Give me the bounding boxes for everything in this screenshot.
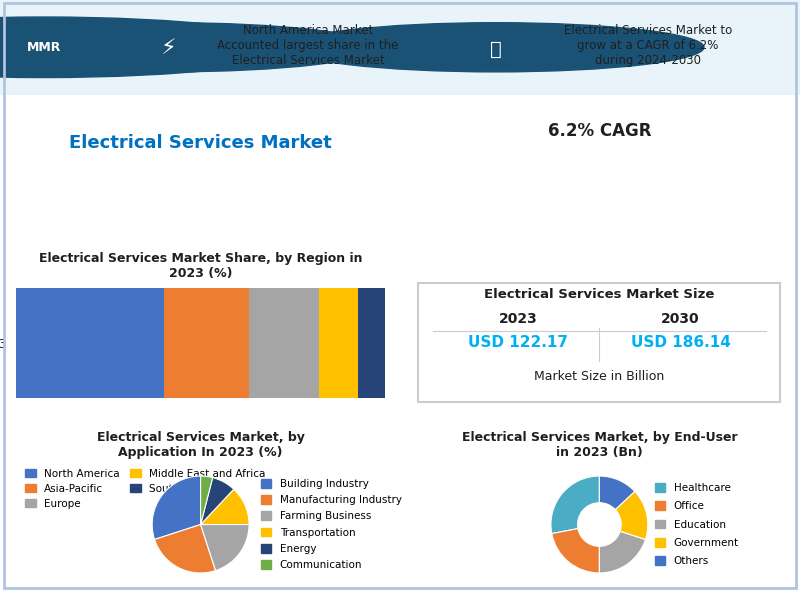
Text: Electrical Services Market Size: Electrical Services Market Size xyxy=(484,288,714,301)
Text: USD 122.17: USD 122.17 xyxy=(468,335,568,350)
FancyBboxPatch shape xyxy=(418,284,780,402)
Legend: Healthcare, Office, Education, Government, Others: Healthcare, Office, Education, Governmen… xyxy=(650,479,743,570)
Bar xyxy=(164,288,249,398)
Wedge shape xyxy=(201,478,234,525)
Wedge shape xyxy=(201,489,249,525)
Title: Electrical Services Market, by End-User
in 2023 (Bn): Electrical Services Market, by End-User … xyxy=(462,431,737,459)
Text: ⚡: ⚡ xyxy=(160,39,176,59)
Legend: Building Industry, Manufacturing Industry, Farming Business, Transportation, Ene: Building Industry, Manufacturing Industr… xyxy=(257,475,406,574)
Bar xyxy=(16,288,164,398)
Legend: North America, Asia-Pacific, Europe, Middle East and Africa, South America: North America, Asia-Pacific, Europe, Mid… xyxy=(22,465,270,513)
Text: 6.2% CAGR: 6.2% CAGR xyxy=(548,122,651,139)
Text: Market Size in Billion: Market Size in Billion xyxy=(534,370,665,383)
Bar xyxy=(319,288,358,398)
Wedge shape xyxy=(154,525,215,573)
Text: Electrical Services Market to
grow at a CAGR of 6.2%
during 2024-2030: Electrical Services Market to grow at a … xyxy=(564,24,732,67)
Circle shape xyxy=(0,22,376,72)
Wedge shape xyxy=(152,476,201,540)
Wedge shape xyxy=(599,476,634,509)
Wedge shape xyxy=(551,476,599,534)
Text: MMR: MMR xyxy=(27,41,61,54)
Bar xyxy=(358,288,386,398)
Wedge shape xyxy=(201,476,213,525)
Wedge shape xyxy=(615,491,648,540)
Text: 🔥: 🔥 xyxy=(490,40,502,59)
Text: Electrical Services Market: Electrical Services Market xyxy=(70,134,332,152)
Circle shape xyxy=(0,17,300,77)
Title: Electrical Services Market Share, by Region in
2023 (%): Electrical Services Market Share, by Reg… xyxy=(39,252,362,280)
FancyBboxPatch shape xyxy=(0,0,800,95)
Text: North America Market
Accounted largest share in the
Electrical Services Market: North America Market Accounted largest s… xyxy=(218,24,398,67)
Wedge shape xyxy=(552,528,599,573)
Wedge shape xyxy=(201,524,249,570)
Circle shape xyxy=(288,22,704,72)
Text: USD 186.14: USD 186.14 xyxy=(630,335,730,350)
Wedge shape xyxy=(599,531,646,573)
Text: 2030: 2030 xyxy=(662,311,700,326)
Text: 2023: 2023 xyxy=(498,311,538,326)
Bar xyxy=(249,288,319,398)
Title: Electrical Services Market, by
Application In 2023 (%): Electrical Services Market, by Applicati… xyxy=(97,431,305,459)
